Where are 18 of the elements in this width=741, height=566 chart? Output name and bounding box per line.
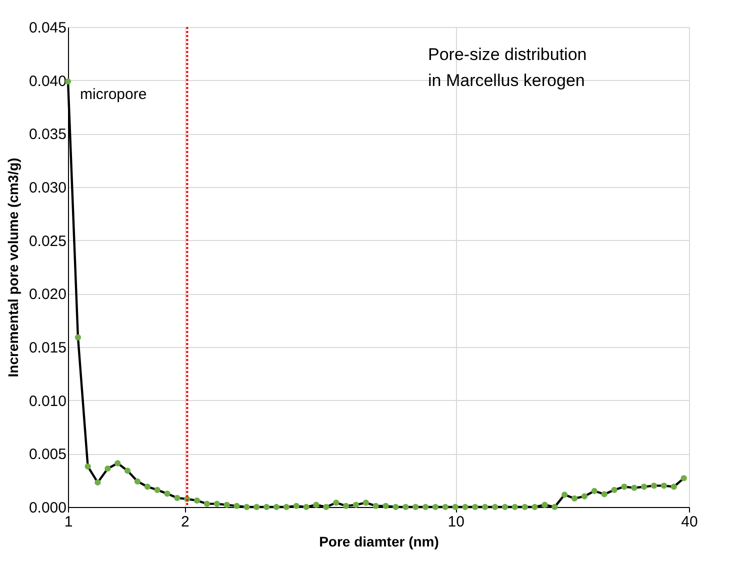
y-tick-label: 0.025 bbox=[28, 232, 66, 250]
y-tick-label: 0.040 bbox=[28, 72, 66, 90]
y-axis-title: Incremental pore volume (cm3/g) bbox=[4, 158, 21, 378]
annotation: Pore-size distribution in Marcellus kerogen bbox=[428, 45, 587, 90]
x-tick-label: 1 bbox=[64, 514, 73, 530]
annotation: micropore bbox=[80, 86, 147, 103]
y-tick-label: 0.035 bbox=[28, 126, 66, 144]
y-tick-label: 0.020 bbox=[28, 286, 66, 304]
x-tick-label: 40 bbox=[681, 514, 698, 530]
y-tick-label: 0.015 bbox=[28, 340, 66, 356]
x-tick-label: 2 bbox=[181, 514, 190, 530]
y-tick-label: 0.030 bbox=[28, 180, 66, 196]
y-tick-label: 0.000 bbox=[28, 500, 66, 516]
y-tick-label: 0.045 bbox=[28, 20, 66, 36]
x-tick-label: 10 bbox=[448, 514, 464, 530]
y-tick-label: 0.005 bbox=[28, 446, 66, 464]
y-tick-label: 0.010 bbox=[28, 392, 66, 410]
x-axis-title: Pore diamter (nm) bbox=[319, 534, 439, 550]
